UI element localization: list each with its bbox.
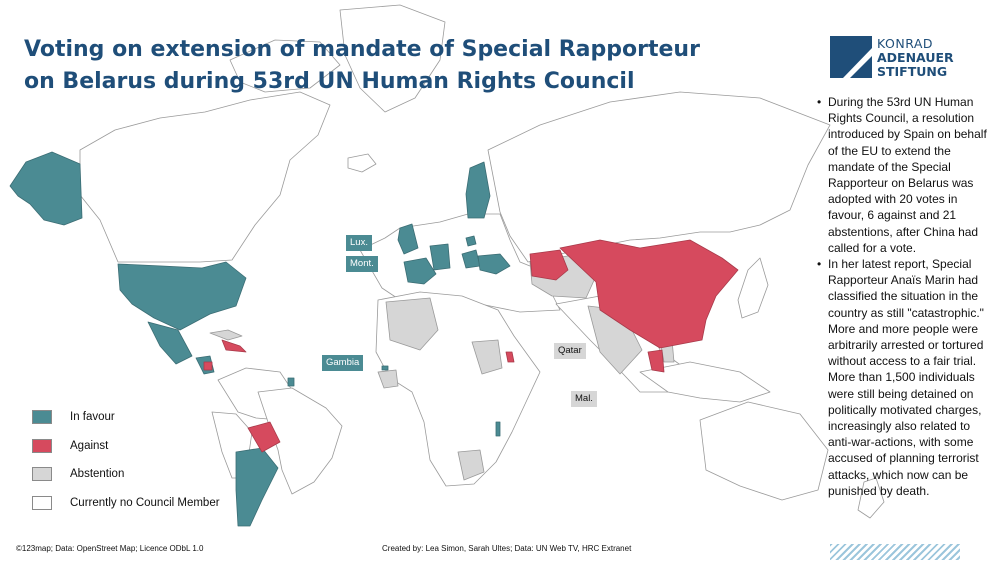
favour-france	[403, 257, 437, 285]
legend-swatch-in-favour	[32, 410, 52, 424]
title-line-2: on Belarus during 53rd UN Human Rights C…	[24, 69, 635, 94]
southeast-asia	[639, 361, 771, 403]
kas-logo: KONRAD ADENAUER STIFTUNG	[830, 36, 980, 80]
legend-swatch-against	[32, 438, 52, 453]
legend-item-no-member: Currently no Council Member	[32, 494, 272, 512]
greenland	[339, 4, 446, 113]
against-countries	[203, 239, 739, 453]
australia	[699, 401, 829, 501]
against-vietnam	[647, 349, 665, 373]
logo-line-3: STIFTUNG	[877, 64, 948, 79]
legend-label: Against	[70, 439, 109, 452]
canada	[79, 91, 331, 263]
map-label-maldives: Mal.	[571, 391, 597, 407]
bullet-item: During the 53rd UN Human Rights Council,…	[817, 94, 995, 256]
against-eritrea	[505, 351, 515, 363]
bullet-item: In her latest report, Special Rapporteur…	[817, 256, 995, 499]
favour-lithuania	[465, 235, 477, 247]
logo-wordmark: KONRAD ADENAUER STIFTUNG	[877, 37, 954, 79]
legend-item-against: Against	[32, 437, 272, 455]
abstention-sudan	[471, 339, 503, 375]
map-label-luxembourg: Lux.	[346, 235, 372, 251]
map-credit: ©123map; Data: OpenStreet Map; Licence O…	[16, 544, 204, 553]
against-nicaragua	[203, 361, 213, 371]
favour-gambia	[381, 365, 389, 371]
author-credit: Created by: Lea Simon, Sarah Ultes; Data…	[382, 544, 632, 553]
japan	[737, 257, 769, 319]
map-label-gambia: Gambia	[322, 355, 364, 371]
in-favour-countries	[9, 151, 511, 527]
abstention-southern-africa	[457, 449, 485, 481]
logo-line-2: ADENAUER	[877, 50, 954, 65]
map-label-qatar: Qatar	[554, 343, 586, 359]
summary-bullets: During the 53rd UN Human Rights Council,…	[817, 94, 995, 499]
logo-line-1: KONRAD	[877, 36, 934, 51]
map-legend: In favour Against Abstention Currently n…	[32, 408, 272, 522]
against-china	[559, 239, 739, 349]
favour-malawi	[495, 421, 501, 437]
favour-uk	[397, 223, 419, 255]
legend-item-abstention: Abstention	[32, 465, 272, 483]
abstention-cuba	[209, 329, 243, 341]
against-bolivia	[247, 421, 281, 453]
map-label-montenegro: Mont.	[346, 256, 378, 272]
russia	[487, 91, 831, 263]
abstention-north-africa	[385, 297, 439, 351]
page-title: Voting on extension of mandate of Specia…	[24, 34, 744, 98]
favour-argentina-chile	[235, 447, 279, 527]
iceland	[347, 153, 377, 173]
logo-mark-icon	[830, 36, 872, 78]
favour-ukraine	[477, 253, 511, 275]
canadian-arctic-islands	[229, 39, 341, 93]
favour-germany	[429, 243, 451, 271]
favour-usa	[117, 261, 247, 331]
abstention-west-africa	[377, 369, 399, 389]
legend-swatch-no-member	[32, 495, 52, 510]
decorative-hatch-stripe	[830, 544, 960, 560]
legend-label: Abstention	[70, 468, 125, 480]
favour-alaska	[9, 151, 83, 226]
favour-mexico	[147, 321, 193, 365]
title-line-1: Voting on extension of mandate of Specia…	[24, 37, 700, 62]
legend-item-in-favour: In favour	[32, 408, 272, 426]
against-kazakhstan	[529, 249, 569, 281]
legend-label: In favour	[70, 411, 115, 423]
favour-finland	[465, 161, 491, 219]
legend-label: Currently no Council Member	[70, 496, 220, 509]
favour-guyana	[287, 377, 295, 387]
legend-swatch-abstention	[32, 467, 52, 481]
against-cuba	[221, 339, 247, 353]
